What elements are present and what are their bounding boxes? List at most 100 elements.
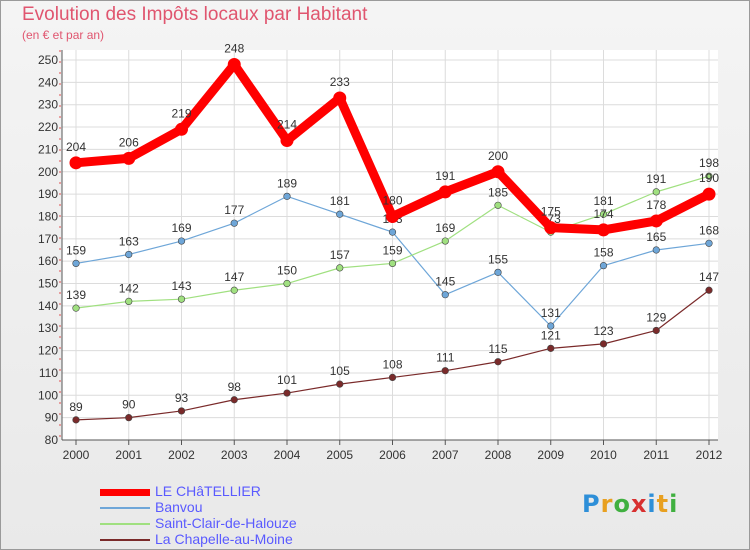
legend-label: La Chapelle-au-Moine — [155, 531, 293, 547]
y-tick-label: 230 — [38, 98, 58, 112]
x-tick-label: 2009 — [537, 448, 564, 462]
data-point — [544, 221, 558, 235]
y-tick-label: 100 — [38, 388, 58, 402]
data-point — [72, 259, 80, 268]
data-point — [283, 279, 291, 288]
data-label: 219 — [171, 106, 191, 120]
data-label: 157 — [330, 248, 350, 262]
x-tick-label: 2003 — [221, 448, 248, 462]
data-label: 198 — [699, 156, 719, 170]
data-point — [230, 396, 238, 404]
data-label: 191 — [646, 172, 666, 186]
data-point — [177, 407, 186, 415]
data-label: 169 — [435, 221, 455, 235]
data-label: 105 — [330, 364, 350, 378]
data-point — [599, 340, 608, 348]
data-label: 178 — [646, 198, 666, 212]
x-tick-label: 2005 — [326, 448, 353, 462]
logo-letter: x — [630, 490, 648, 518]
data-label: 191 — [435, 169, 455, 183]
data-point — [280, 133, 294, 147]
y-tick-label: 160 — [38, 254, 58, 268]
legend-label: Saint-Clair-de-Halouze — [155, 515, 297, 531]
legend-label: Banvou — [155, 499, 203, 515]
data-label: 169 — [171, 221, 191, 235]
data-label: 177 — [224, 203, 244, 217]
y-tick-label: 140 — [38, 299, 58, 313]
data-point — [125, 297, 133, 306]
chart-subtitle: (en € et par an) — [22, 28, 105, 42]
data-point — [125, 250, 133, 259]
data-label: 93 — [175, 391, 189, 405]
x-tick-label: 2006 — [379, 448, 406, 462]
data-point — [69, 156, 83, 170]
data-label: 90 — [122, 398, 136, 412]
data-point — [177, 295, 186, 303]
legend-swatch — [100, 523, 150, 525]
data-label: 206 — [119, 135, 139, 149]
data-label: 233 — [330, 75, 350, 89]
data-label: 175 — [541, 205, 561, 219]
data-point — [491, 165, 505, 179]
data-point — [388, 228, 397, 236]
data-label: 189 — [277, 176, 297, 190]
data-label: 115 — [488, 342, 507, 356]
data-label: 248 — [224, 41, 244, 55]
data-label: 150 — [277, 264, 297, 278]
logo-letter: i — [669, 490, 679, 518]
logo-letter: t — [656, 490, 670, 518]
data-point — [441, 237, 449, 245]
y-tick-label: 170 — [38, 232, 58, 246]
data-point — [438, 185, 452, 199]
data-label: 145 — [435, 275, 455, 289]
data-point — [494, 358, 502, 366]
y-tick-label: 190 — [38, 187, 58, 201]
data-label: 143 — [171, 279, 191, 293]
data-label: 123 — [593, 324, 613, 338]
data-label: 159 — [382, 243, 402, 257]
data-label: 168 — [699, 223, 719, 237]
data-point — [230, 286, 238, 294]
data-label: 89 — [69, 400, 83, 414]
proxiti-logo: Proxiti — [582, 490, 678, 518]
data-point — [705, 172, 713, 180]
data-point — [441, 291, 449, 299]
y-tick-label: 120 — [38, 344, 58, 358]
x-tick-label: 2012 — [696, 448, 723, 462]
data-point — [652, 326, 660, 335]
data-label: 101 — [277, 373, 297, 387]
data-label: 139 — [66, 288, 86, 302]
data-point — [649, 214, 663, 228]
data-point — [441, 367, 449, 375]
y-tick-label: 80 — [45, 433, 59, 447]
data-label: 181 — [593, 194, 613, 208]
data-point — [72, 416, 80, 424]
y-tick-label: 240 — [38, 75, 58, 89]
data-label: 111 — [436, 351, 455, 365]
data-point — [230, 219, 238, 227]
y-tick-label: 180 — [38, 209, 58, 223]
y-tick-label: 90 — [45, 411, 59, 425]
logo-letter: i — [647, 490, 657, 518]
x-tick-label: 2008 — [485, 448, 512, 462]
data-point — [125, 414, 133, 422]
data-label: 121 — [541, 328, 561, 342]
x-tick-label: 2000 — [63, 448, 90, 462]
data-label: 180 — [382, 193, 402, 207]
data-point — [283, 389, 291, 397]
legend-swatch — [100, 539, 150, 541]
data-point — [494, 201, 502, 209]
data-point — [705, 286, 713, 294]
data-label: 200 — [488, 149, 508, 163]
data-label: 129 — [646, 310, 666, 324]
data-point — [336, 210, 344, 218]
data-point — [122, 151, 136, 165]
data-label: 185 — [488, 185, 508, 199]
logo-letter: o — [613, 490, 631, 518]
x-tick-label: 2007 — [432, 448, 459, 462]
data-label: 147 — [224, 270, 244, 284]
y-tick-label: 250 — [38, 53, 58, 67]
x-tick-label: 2001 — [115, 448, 142, 462]
data-point — [177, 237, 186, 245]
y-tick-label: 200 — [38, 165, 58, 179]
